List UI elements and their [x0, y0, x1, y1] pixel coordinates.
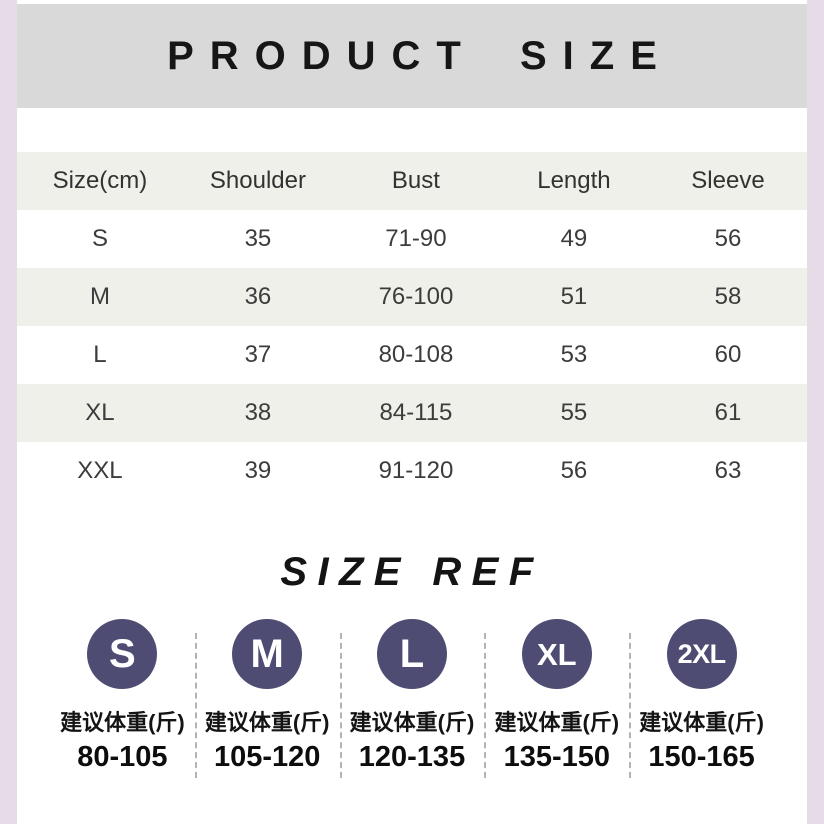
size-ref-title: SIZE REF: [280, 550, 544, 594]
weight-range: 105-120: [213, 741, 321, 773]
sleeve-cell: 60: [714, 341, 742, 368]
size-badge-2xl-icon: 2XL: [666, 619, 737, 689]
shoulder-cell: 36: [244, 283, 272, 310]
weight-range: 135-150: [503, 741, 610, 773]
sleeve-cell: 56: [714, 225, 742, 252]
size-ref-cell-s: S 建议体重(斤) 80-105: [50, 619, 195, 780]
size-cell: S: [91, 225, 108, 252]
size-ref-cell-m: M 建议体重(斤) 105-120: [194, 619, 340, 780]
suggested-weight-label: 建议体重(斤): [494, 710, 620, 735]
column-header-bust: Bust: [391, 167, 440, 194]
weight-range: 80-105: [77, 741, 168, 773]
size-cell: XXL: [77, 457, 123, 484]
suggested-weight-label: 建议体重(斤): [349, 710, 475, 735]
content-panel: PRODUCT SIZE Size(cm) Shoulder Bust Leng…: [17, 0, 807, 824]
size-table-header-row: Size(cm) Shoulder Bust Length Sleeve: [17, 152, 807, 210]
shoulder-cell: 39: [244, 457, 272, 484]
column-header-sleeve: Sleeve: [691, 167, 765, 194]
size-cell: L: [93, 341, 107, 368]
table-row-xxl: XXL 39 91-120 56 63: [17, 442, 807, 500]
bust-cell: 76-100: [378, 283, 454, 310]
weight-range: 150-165: [648, 741, 755, 773]
length-cell: 56: [560, 457, 588, 484]
weight-range: 120-135: [358, 741, 466, 773]
suggested-weight-label: 建议体重(斤): [639, 710, 764, 735]
bust-cell: 71-90: [385, 225, 447, 252]
length-cell: 51: [560, 283, 588, 310]
size-badge-l-icon: L: [376, 619, 447, 689]
shoulder-cell: 38: [244, 399, 272, 426]
size-badge-s-icon: S: [87, 619, 158, 689]
title-band: PRODUCT SIZE: [17, 4, 807, 108]
table-row-xl: XL 38 84-115 55 61: [17, 384, 807, 442]
size-ref-cell-l: L 建议体重(斤) 120-135: [339, 619, 485, 780]
table-row-l: L 37 80-108 53 60: [17, 326, 807, 384]
sleeve-cell: 63: [714, 457, 742, 484]
shoulder-cell: 37: [244, 341, 272, 368]
column-header-shoulder: Shoulder: [209, 167, 306, 194]
bust-cell: 80-108: [378, 341, 454, 368]
size-cell: M: [89, 283, 110, 310]
size-badge-xl-icon: XL: [521, 619, 592, 689]
page-title: PRODUCT SIZE: [167, 33, 673, 78]
suggested-weight-label: 建议体重(斤): [204, 710, 330, 735]
sleeve-cell: 61: [714, 399, 742, 426]
suggested-weight-label: 建议体重(斤): [60, 710, 185, 735]
length-cell: 49: [560, 225, 588, 252]
size-ref-strip: S 建议体重(斤) 80-105 M 建议体重(斤) 105-120 L 建议体…: [50, 619, 774, 780]
column-header-length: Length: [537, 167, 611, 194]
size-ref-cell-xl: XL 建议体重(斤) 135-150: [484, 619, 629, 780]
length-cell: 55: [560, 399, 588, 426]
table-row-s: S 35 71-90 49 56: [17, 210, 807, 268]
shoulder-cell: 35: [244, 225, 272, 252]
table-row-m: M 36 76-100 51 58: [17, 268, 807, 326]
size-cell: XL: [85, 399, 115, 426]
size-table: Size(cm) Shoulder Bust Length Sleeve S 3…: [17, 152, 807, 500]
length-cell: 53: [560, 341, 588, 368]
size-badge-m-icon: M: [232, 619, 303, 689]
bust-cell: 84-115: [379, 399, 453, 426]
size-ref-cell-2xl: 2XL 建议体重(斤) 150-165: [629, 619, 774, 780]
column-header-size: Size(cm): [52, 167, 148, 194]
bust-cell: 91-120: [378, 457, 454, 484]
sleeve-cell: 58: [714, 283, 742, 310]
